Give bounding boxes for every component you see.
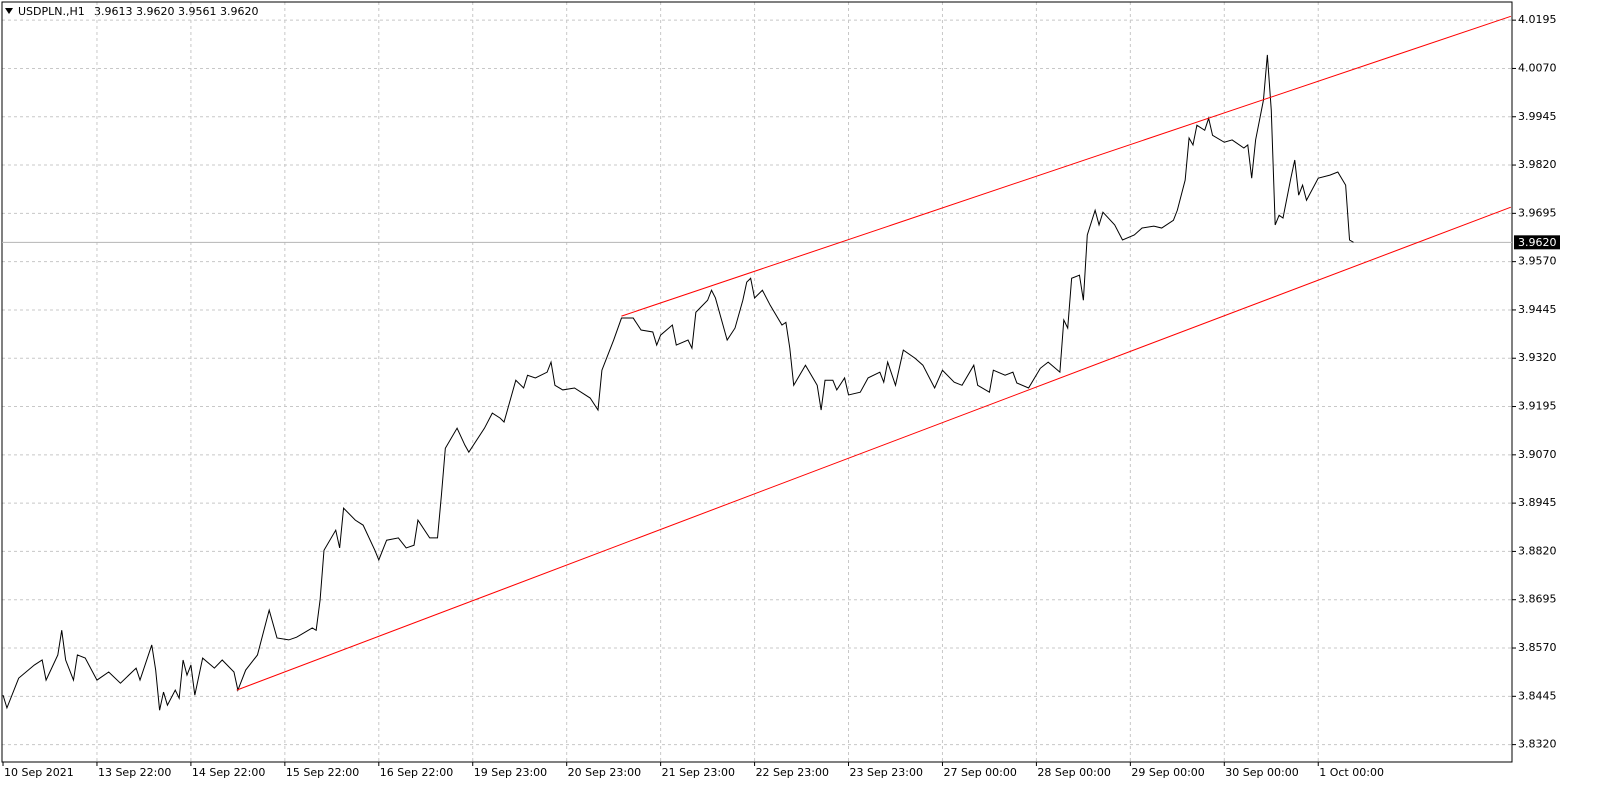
y-tick-label: 3.8945 — [1518, 496, 1557, 509]
plot-frame — [1, 1, 1513, 763]
trend-line — [621, 15, 1511, 317]
x-tick-label: 20 Sep 23:00 — [568, 766, 641, 779]
x-tick-label: 23 Sep 23:00 — [850, 766, 923, 779]
x-tick-label: 13 Sep 22:00 — [98, 766, 171, 779]
x-tick-label: 19 Sep 23:00 — [474, 766, 547, 779]
y-tick-label: 3.9820 — [1518, 158, 1557, 171]
x-tick-label: 28 Sep 00:00 — [1037, 766, 1110, 779]
y-tick-label: 3.9695 — [1518, 206, 1557, 219]
y-tick-label: 3.9945 — [1518, 110, 1557, 123]
x-tick-label: 30 Sep 00:00 — [1225, 766, 1298, 779]
x-tick-label: 16 Sep 22:00 — [380, 766, 453, 779]
x-tick-label: 10 Sep 2021 — [4, 766, 74, 779]
y-tick-label: 3.8570 — [1518, 641, 1557, 654]
current-price-label: 3.9620 — [1518, 236, 1557, 249]
y-tick-label: 3.9445 — [1518, 303, 1557, 316]
menu-arrow — [5, 8, 13, 14]
chart-subtitle: 3.9613 3.9620 3.9561 3.9620 — [94, 5, 258, 18]
y-tick-label: 3.8320 — [1518, 738, 1557, 751]
y-tick-label: 3.8445 — [1518, 689, 1557, 702]
y-tick-label: 4.0195 — [1518, 13, 1557, 26]
trend-line — [236, 206, 1512, 691]
chart-title: USDPLN.,H1 — [18, 5, 85, 18]
x-tick-label: 1 Oct 00:00 — [1319, 766, 1384, 779]
price-line — [2, 54, 1354, 711]
y-tick-label: 3.9070 — [1518, 448, 1557, 461]
y-tick-label: 3.9570 — [1518, 255, 1557, 268]
y-tick-label: 3.9320 — [1518, 351, 1557, 364]
y-tick-label: 3.8695 — [1518, 593, 1557, 606]
y-tick-label: 4.0070 — [1518, 61, 1557, 74]
y-tick-label: 3.9195 — [1518, 400, 1557, 413]
x-tick-label: 14 Sep 22:00 — [192, 766, 265, 779]
y-tick-label: 3.8820 — [1518, 544, 1557, 557]
x-tick-label: 22 Sep 23:00 — [756, 766, 829, 779]
x-tick-label: 27 Sep 00:00 — [943, 766, 1016, 779]
x-tick-label: 15 Sep 22:00 — [286, 766, 359, 779]
current-price-box — [1514, 235, 1560, 250]
x-tick-label: 21 Sep 23:00 — [662, 766, 735, 779]
x-tick-label: 29 Sep 00:00 — [1131, 766, 1204, 779]
